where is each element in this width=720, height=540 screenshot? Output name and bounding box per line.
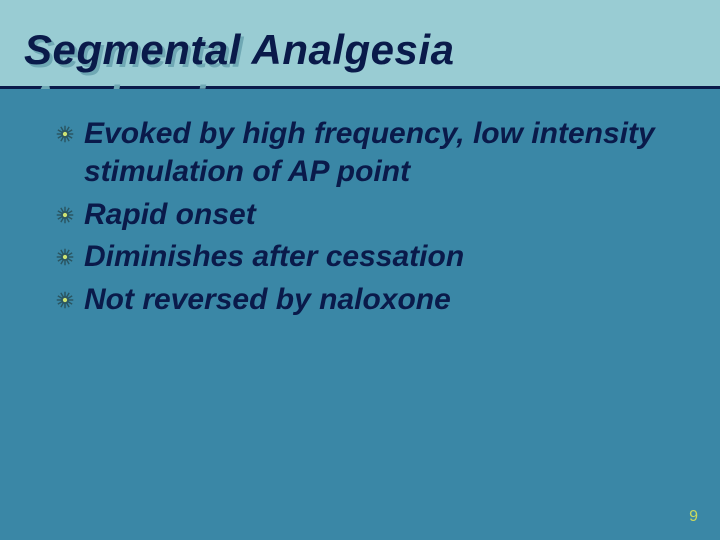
slide-body: Evoked by high frequency, low intensity …	[0, 89, 720, 540]
bullet-text: Evoked by high frequency, low intensity …	[84, 115, 674, 192]
sunburst-icon	[56, 248, 74, 266]
list-item: Rapid onset	[56, 196, 674, 234]
title-foreground: Segmental Analgesia	[24, 26, 454, 73]
sunburst-icon	[56, 125, 74, 143]
list-item: Diminishes after cessation	[56, 238, 674, 276]
bullet-text: Diminishes after cessation	[84, 238, 674, 276]
slide: Segmental Analgesia Segmental Analgesia …	[0, 0, 720, 540]
list-item: Evoked by high frequency, low intensity …	[56, 115, 674, 192]
list-item: Not reversed by naloxone	[56, 281, 674, 319]
bullet-text: Rapid onset	[84, 196, 674, 234]
slide-title: Segmental Analgesia Segmental Analgesia	[24, 26, 454, 74]
bullet-list: Evoked by high frequency, low intensity …	[56, 115, 674, 319]
title-band: Segmental Analgesia Segmental Analgesia	[0, 0, 720, 86]
sunburst-icon	[56, 291, 74, 309]
sunburst-icon	[56, 206, 74, 224]
bullet-text: Not reversed by naloxone	[84, 281, 674, 319]
slide-number: 9	[689, 508, 698, 526]
